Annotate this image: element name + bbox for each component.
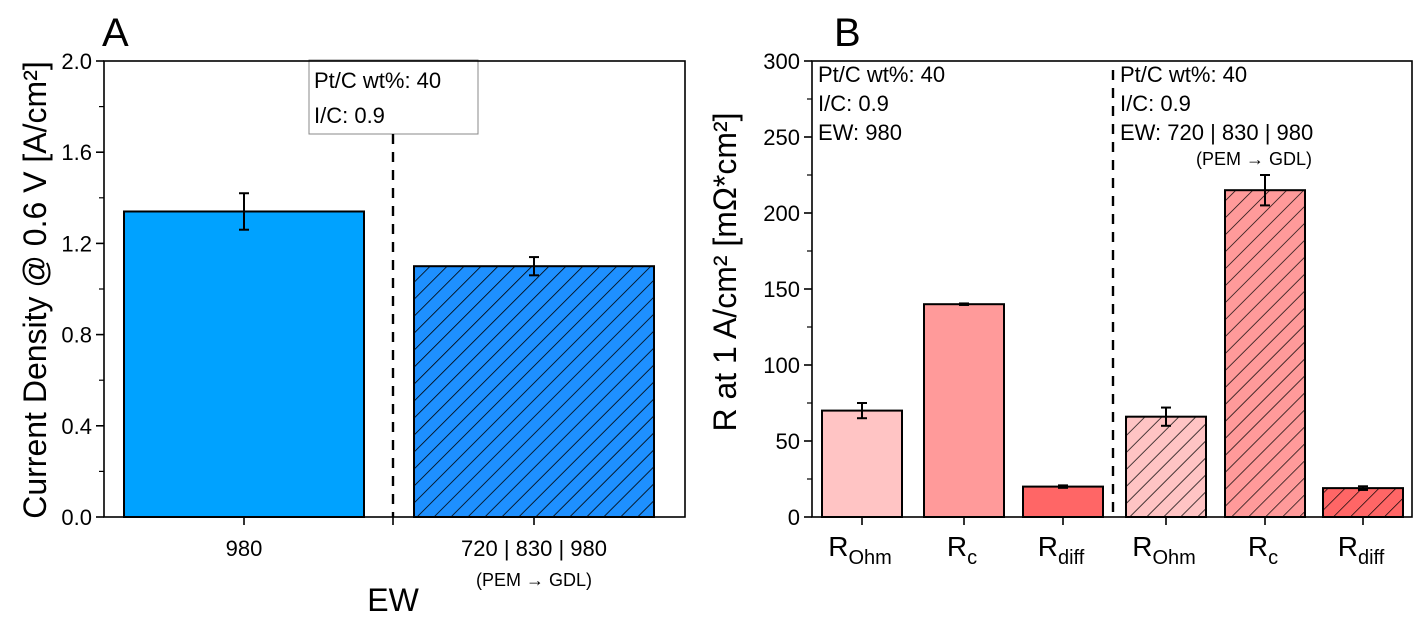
panel-b-annotation-left-1: Pt/C wt%: 40 <box>818 62 945 87</box>
panel-letter-a: A <box>102 11 129 55</box>
panel-b-y-tick-label: 50 <box>776 429 800 454</box>
panel-a-annotation-line-2: I/C: 0.9 <box>314 103 385 128</box>
panel-b-x-tick-label-1: ROhm <box>828 531 892 569</box>
panel-b-x-tick-label-4: ROhm <box>1132 531 1196 569</box>
panel-letter-b: B <box>834 11 861 55</box>
tick-label-main: R <box>828 531 848 562</box>
tick-label-subscript: diff <box>1358 547 1385 569</box>
panel-a-x-axis-title: EW <box>367 582 419 618</box>
panel-b-bar-1 <box>821 409 903 519</box>
panel-b-y-tick-label: 100 <box>763 353 800 378</box>
panel-b-y-axis-title: R at 1 A/cm² [mΩ*cm²] <box>707 112 743 431</box>
panel-b-bar-5 <box>1224 189 1306 518</box>
panel-b-bar-3 <box>1022 485 1104 519</box>
panel-a-y-axis-title: Current Density @ 0.6 V [A/cm²] <box>17 61 53 519</box>
panel-a-x-tick-label-2: 720 | 830 | 980 <box>461 536 607 561</box>
panel-a-y-tick-label: 1.2 <box>61 231 92 256</box>
panel-a-y-tick-label: 2.0 <box>61 49 92 74</box>
tick-label-subscript: diff <box>1058 547 1085 569</box>
panel-b-y-tick-label: 250 <box>763 125 800 150</box>
panel-a-bar-1 <box>123 210 365 518</box>
tick-label-main: R <box>1038 531 1058 562</box>
panel-a-annotation-line-1: Pt/C wt%: 40 <box>314 68 441 93</box>
panel-b-bar-6 <box>1322 487 1404 518</box>
tick-label-subscript: Ohm <box>1152 547 1195 569</box>
panel-a-y-tick-label: 0.8 <box>61 323 92 348</box>
tick-label-main: R <box>1338 531 1358 562</box>
panel-b-bar-4 <box>1125 415 1207 518</box>
panel-b-annotation-right-4: (PEM → GDL) <box>1196 149 1312 169</box>
tick-label-subscript: c <box>1268 547 1278 569</box>
panel-b-y-tick-label: 200 <box>763 201 800 226</box>
panel-b-x-tick-label-5: Rc <box>1248 531 1278 569</box>
panel-a-x-tick-sublabel-2: (PEM → GDL) <box>476 570 592 590</box>
panel-a-y-tick-label: 1.6 <box>61 140 92 165</box>
panel-b-y-tick-label: 0 <box>788 505 800 530</box>
panel-a-x-tick-label-1: 980 <box>226 536 263 561</box>
panel-a-bar-2 <box>413 265 655 519</box>
panel-b-annotation-left-3: EW: 980 <box>818 120 902 145</box>
panel-b-y-tick-label: 300 <box>763 49 800 74</box>
panel-a-y-tick-label: 0.0 <box>61 505 92 530</box>
panel-b-annotation-right-2: I/C: 0.9 <box>1120 91 1191 116</box>
panel-b-bar-2 <box>923 303 1005 519</box>
tick-label-main: R <box>1248 531 1268 562</box>
panel-a-y-tick-label: 0.4 <box>61 414 92 439</box>
panel-b-annotation-right-3: EW: 720 | 830 | 980 <box>1120 120 1313 145</box>
panel-b-x-tick-label-6: Rdiff <box>1338 531 1385 569</box>
panel-b-x-tick-label-3: Rdiff <box>1038 531 1085 569</box>
panel-a-annotation-box <box>308 59 479 135</box>
tick-label-main: R <box>947 531 967 562</box>
tick-label-subscript: c <box>967 547 977 569</box>
panel-b-y-tick-label: 150 <box>763 277 800 302</box>
tick-label-main: R <box>1132 531 1152 562</box>
tick-label-subscript: Ohm <box>848 547 891 569</box>
panel-b-annotation-right-1: Pt/C wt%: 40 <box>1120 62 1247 87</box>
panel-b-x-tick-label-2: Rc <box>947 531 977 569</box>
panel-b-annotation-left-2: I/C: 0.9 <box>818 91 889 116</box>
